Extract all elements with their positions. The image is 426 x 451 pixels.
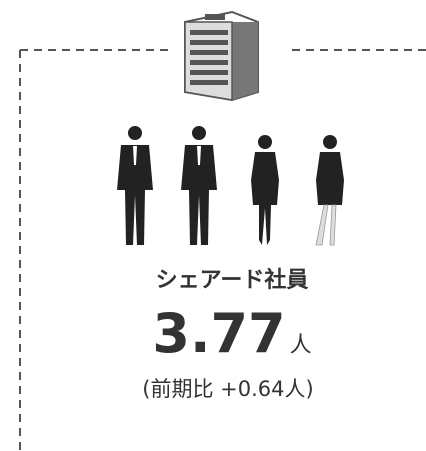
unit: 人 <box>290 333 312 358</box>
change: (前期比 +0.64人) <box>142 377 313 401</box>
value: 3.77 <box>152 302 285 365</box>
building-icon <box>185 12 258 100</box>
infographic: シェアード社員 3.77人 (前期比 +0.64人) <box>0 0 426 451</box>
page: シェアード社員 3.77人 (前期比 +0.64人) (() => { cons… <box>0 0 426 451</box>
people-icons <box>117 126 344 245</box>
label: シェアード社員 <box>156 267 309 293</box>
